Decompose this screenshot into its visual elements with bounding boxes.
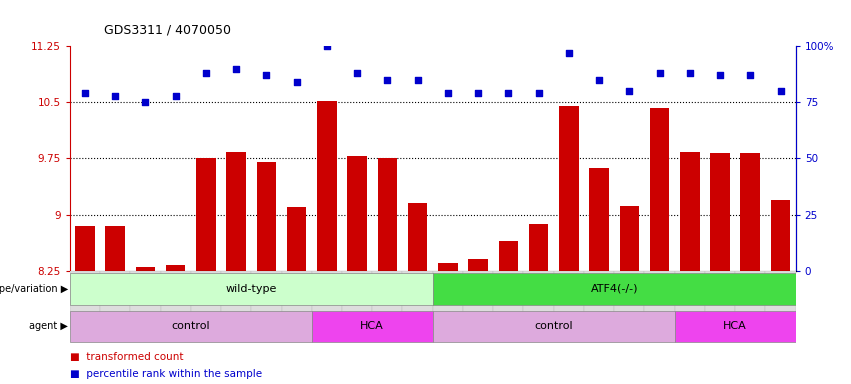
Point	[562, 50, 575, 56]
Point	[653, 70, 666, 76]
Point	[108, 93, 122, 99]
Bar	[191, 271, 221, 330]
Point	[411, 77, 425, 83]
Bar	[287, 207, 306, 271]
Bar	[347, 156, 367, 271]
Text: control: control	[171, 321, 210, 331]
Bar	[499, 241, 518, 271]
Bar	[70, 271, 100, 330]
Bar	[644, 271, 675, 330]
Bar	[740, 153, 760, 271]
Bar	[620, 205, 639, 271]
Bar	[135, 267, 155, 271]
Point	[290, 79, 304, 85]
Bar	[196, 159, 215, 271]
Bar	[614, 271, 644, 330]
Text: ■  transformed count: ■ transformed count	[70, 352, 183, 362]
Bar	[711, 153, 730, 271]
Point	[139, 99, 152, 105]
Bar	[765, 271, 796, 330]
Bar	[771, 200, 791, 271]
Bar	[100, 271, 130, 330]
Bar	[166, 265, 186, 271]
Bar	[408, 204, 427, 271]
Text: GDS3311 / 4070050: GDS3311 / 4070050	[104, 23, 231, 36]
Point	[471, 90, 485, 96]
Point	[380, 77, 394, 83]
Text: ■  percentile rank within the sample: ■ percentile rank within the sample	[70, 369, 262, 379]
Bar	[251, 271, 282, 330]
Bar	[433, 273, 796, 305]
Bar	[106, 226, 125, 271]
Bar	[584, 271, 614, 330]
Bar	[433, 271, 463, 330]
Point	[441, 90, 454, 96]
Bar	[75, 226, 94, 271]
Point	[260, 72, 273, 78]
Bar	[130, 271, 161, 330]
Point	[229, 66, 243, 72]
Bar	[554, 271, 584, 330]
Bar	[433, 311, 675, 342]
Point	[774, 88, 787, 94]
Bar	[438, 263, 458, 271]
Text: ATF4(-/-): ATF4(-/-)	[591, 284, 638, 294]
Point	[532, 90, 545, 96]
Bar	[70, 273, 432, 305]
Bar	[70, 311, 311, 342]
Bar	[494, 271, 523, 330]
Bar	[311, 311, 433, 342]
Bar	[528, 223, 548, 271]
Bar	[317, 101, 337, 271]
Point	[713, 72, 727, 78]
Text: control: control	[534, 321, 573, 331]
Text: HCA: HCA	[360, 321, 384, 331]
Point	[623, 88, 637, 94]
Text: HCA: HCA	[723, 321, 747, 331]
Point	[744, 72, 757, 78]
Bar	[523, 271, 554, 330]
Point	[351, 70, 364, 76]
Text: agent ▶: agent ▶	[29, 321, 68, 331]
Bar	[311, 271, 342, 330]
Bar	[378, 159, 397, 271]
Bar	[161, 271, 191, 330]
Bar	[705, 271, 735, 330]
Bar	[256, 162, 277, 271]
Text: genotype/variation ▶: genotype/variation ▶	[0, 284, 68, 294]
Point	[199, 70, 213, 76]
Bar	[282, 271, 311, 330]
Bar	[463, 271, 494, 330]
Bar	[650, 108, 670, 271]
Text: wild-type: wild-type	[226, 284, 277, 294]
Bar	[403, 271, 432, 330]
Bar	[468, 260, 488, 271]
Point	[683, 70, 697, 76]
Bar	[221, 271, 251, 330]
Bar	[675, 271, 705, 330]
Bar	[226, 152, 246, 271]
Bar	[372, 271, 403, 330]
Bar	[675, 311, 796, 342]
Point	[168, 93, 182, 99]
Point	[501, 90, 515, 96]
Bar	[735, 271, 765, 330]
Point	[320, 43, 334, 49]
Bar	[680, 152, 700, 271]
Bar	[589, 168, 609, 271]
Bar	[559, 106, 579, 271]
Point	[592, 77, 606, 83]
Point	[78, 90, 92, 96]
Bar	[342, 271, 372, 330]
